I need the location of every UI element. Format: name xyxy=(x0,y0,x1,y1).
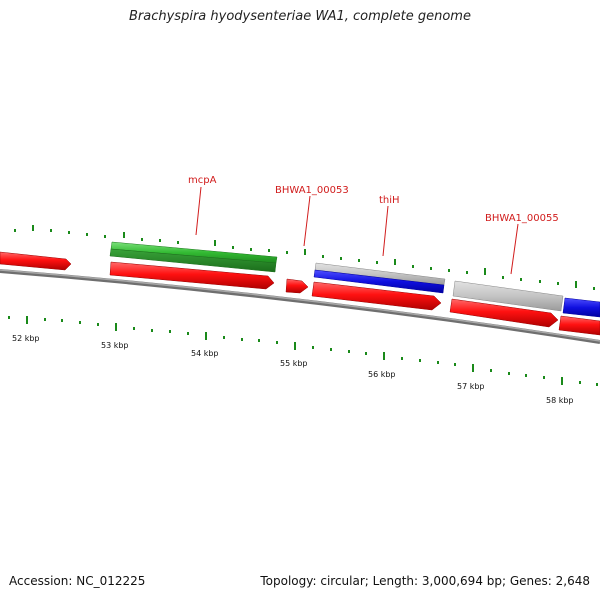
cds-arrow-bhwa1-00055[interactable] xyxy=(449,298,559,328)
ruler-labels: 52 kbp 53 kbp 54 kbp 55 kbp 56 kbp 57 kb… xyxy=(12,334,574,405)
ruler-label-58kbp: 58 kbp xyxy=(546,396,574,405)
gene-label-bhwa1-00055[interactable]: BHWA1_00055 xyxy=(485,213,559,224)
blue-feature-thiH[interactable] xyxy=(313,269,445,294)
gene-label-mcpA[interactable]: mcpA xyxy=(188,175,217,186)
blue-feature-right[interactable] xyxy=(562,297,600,318)
upper-feature-strand xyxy=(109,241,600,318)
ruler-label-57kbp: 57 kbp xyxy=(457,382,485,391)
genome-backbone xyxy=(0,269,600,344)
leader-line-bhwa1-00053 xyxy=(303,195,311,247)
cds-strand xyxy=(0,251,600,336)
ruler-label-55kbp: 55 kbp xyxy=(280,359,308,368)
gene-labels: mcpA BHWA1_00053 thiH BHWA1_00055 xyxy=(188,175,559,275)
ruler-label-53kbp: 53 kbp xyxy=(101,341,129,350)
cds-arrow-thiH[interactable] xyxy=(311,281,442,311)
map-title: Brachyspira hyodysenteriae WA1, complete… xyxy=(129,9,471,24)
cds-arrow-bhwa1-00053[interactable] xyxy=(285,278,309,294)
leader-line-bhwa1-00055 xyxy=(510,223,519,275)
ruler-label-54kbp: 54 kbp xyxy=(191,349,219,358)
gray-feature-bhwa1-00055[interactable] xyxy=(452,280,564,312)
dark-green-feature[interactable] xyxy=(109,248,277,273)
genome-summary-text: Topology: circular; Length: 3,000,694 bp… xyxy=(260,574,590,588)
leader-line-thiH xyxy=(382,205,389,257)
cds-arrow[interactable] xyxy=(0,251,72,271)
gene-label-thiH[interactable]: thiH xyxy=(379,195,400,206)
cds-arrow-right[interactable] xyxy=(558,315,600,336)
leader-line-mcpA xyxy=(195,186,202,236)
upper-tick-track xyxy=(14,225,595,290)
ruler-label-52kbp: 52 kbp xyxy=(12,334,40,343)
cds-arrow-mcpA[interactable] xyxy=(109,261,275,290)
ruler-label-56kbp: 56 kbp xyxy=(368,370,396,379)
gene-label-bhwa1-00053[interactable]: BHWA1_00053 xyxy=(275,185,349,196)
accession-text: Accession: NC_012225 xyxy=(9,574,146,588)
ruler-tick-track xyxy=(8,316,598,386)
